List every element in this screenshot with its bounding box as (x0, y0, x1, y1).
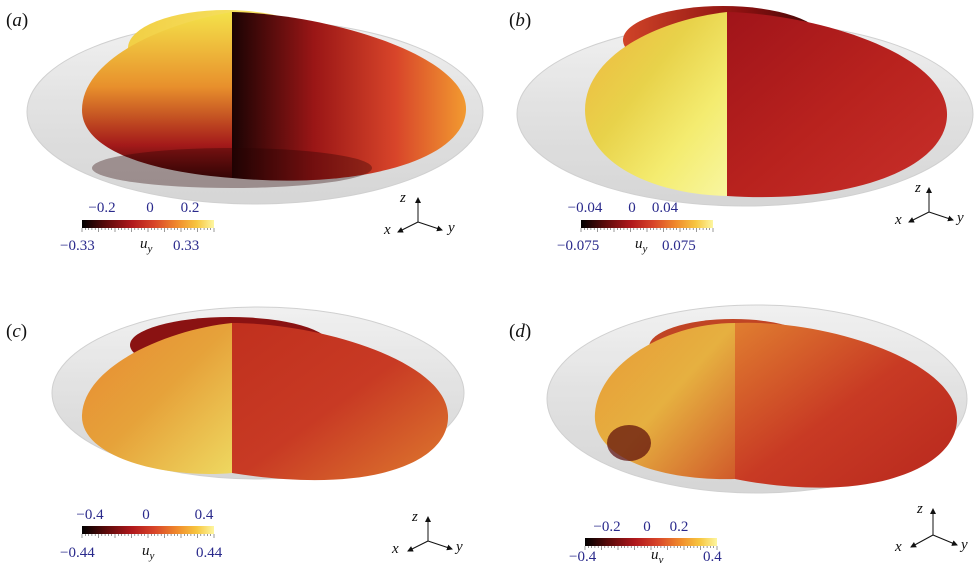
colorbar-min-label: −0.4 (569, 549, 597, 563)
colorbar (82, 220, 214, 228)
left-lobe (82, 12, 232, 178)
panel-d: (d) −0.2 0 0.2 −0.4 uy 0.4 z x y (487, 283, 975, 566)
colorbar-min-label: −0.075 (557, 238, 599, 254)
axis-x-label: x (894, 212, 902, 228)
colorbar-variable: uy (140, 236, 153, 255)
colorbar-top-tick: −0.4 (76, 507, 104, 523)
colorbar-top-tick: 0.4 (195, 507, 214, 523)
colorbar-variable: uy (142, 543, 155, 562)
axis-triad: z x y (391, 509, 463, 557)
right-lobe (727, 12, 948, 198)
axis-z-label: z (914, 180, 921, 196)
colorbar-top-tick: 0.2 (670, 519, 689, 535)
colorbar-top-tick: 0.04 (652, 200, 679, 216)
colorbar-top-tick: 0 (643, 519, 651, 535)
colorbar-top-tick: −0.2 (593, 519, 620, 535)
colorbar-top-tick: −0.2 (88, 200, 115, 216)
colorbar-ticks (81, 534, 215, 538)
panel-label-c: (c) (6, 321, 28, 342)
colorbar-max-label: 0.33 (173, 238, 199, 254)
panel-a: (a) −0.2 0 0.2 −0.33 uy 0.33 z x y (0, 0, 487, 280)
colorbar-top-tick: 0 (142, 507, 150, 523)
panel-label-b: (b) (509, 10, 532, 31)
dark-spot (607, 425, 651, 461)
axis-triad: z x y (894, 501, 968, 555)
colorbar-min-label: −0.33 (60, 238, 95, 254)
right-lobe (735, 322, 958, 488)
axis-z-label: z (399, 190, 406, 206)
colorbar-top-tick: 0.2 (181, 200, 200, 216)
axis-y-label: y (454, 539, 463, 555)
colorbar (82, 526, 214, 534)
axis-x-label: x (391, 541, 399, 557)
left-lobe (81, 323, 233, 475)
colorbar (581, 220, 713, 228)
panel-b: (b) −0.04 0 0.04 −0.075 uy 0.075 z x y (487, 0, 975, 280)
colorbar-ticks (580, 228, 714, 232)
colorbar-ticks (81, 228, 215, 232)
axis-y-label: y (446, 220, 455, 236)
colorbar-top-tick: 0 (628, 200, 636, 216)
axis-triad: z x y (383, 190, 455, 238)
axis-x-label: x (383, 222, 391, 238)
colorbar-top-tick: −0.04 (568, 200, 603, 216)
colorbar-ticks (584, 546, 718, 550)
colorbar-max-label: 0.075 (662, 238, 696, 254)
axis-z-label: z (916, 501, 923, 517)
colorbar-max-label: 0.4 (703, 549, 722, 563)
panel-label-a: (a) (6, 10, 29, 31)
axis-x-label: x (894, 539, 902, 555)
panel-c: (c) −0.4 0 0.4 −0.44 uy 0.44 z x y (0, 283, 487, 563)
colorbar-min-label: −0.44 (60, 545, 95, 561)
lobe-shadow (92, 148, 372, 188)
ellipsoid-plot-b: −0.04 0 0.04 −0.075 uy 0.075 z x y (516, 6, 974, 255)
axis-y-label: y (959, 537, 968, 553)
colorbar (585, 538, 717, 546)
ellipsoid-plot-d: −0.2 0 0.2 −0.4 uy 0.4 z x y (546, 304, 968, 566)
right-lobe (232, 323, 449, 481)
right-lobe (232, 12, 467, 181)
panel-label-d: (d) (509, 321, 532, 342)
ellipsoid-plot-c: −0.4 0 0.4 −0.44 uy 0.44 z x y (51, 306, 465, 562)
axis-y-label: y (955, 210, 964, 226)
colorbar-max-label: 0.44 (196, 545, 223, 561)
axis-z-label: z (411, 509, 418, 525)
axis-triad: z x y (894, 180, 964, 228)
colorbar-variable: uy (651, 547, 664, 563)
ellipsoid-plot-a: −0.2 0 0.2 −0.33 uy 0.33 z x y (26, 10, 484, 255)
left-lobe (585, 12, 727, 196)
colorbar-variable: uy (635, 236, 648, 255)
colorbar-top-tick: 0 (146, 200, 154, 216)
